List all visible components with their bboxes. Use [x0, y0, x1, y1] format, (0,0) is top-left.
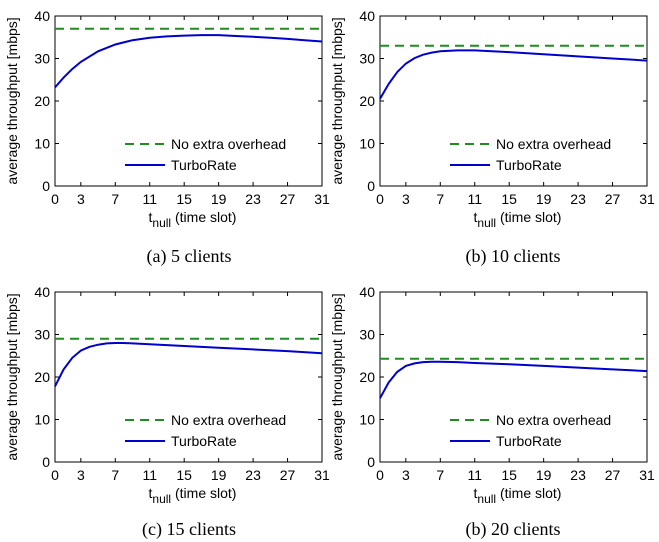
x-tick-label: 27	[605, 467, 621, 483]
x-tick-label: 23	[570, 191, 586, 207]
subplot-3: 0 10 20 30 40 0 3 7 11 15 19 23 27 31 No extra overhea…	[4, 284, 330, 540]
y-tick-label: 10	[359, 136, 375, 152]
legend-entry-turborate: TurboRate	[496, 157, 562, 173]
x-axis-label-subscript: null	[477, 216, 496, 230]
y-tick-label: 20	[359, 369, 375, 385]
y-tick-label: 10	[359, 412, 375, 428]
x-axis-label-main: t	[149, 209, 153, 225]
series-line-turborate	[379, 360, 648, 399]
y-tick-label: 0	[42, 178, 50, 194]
y-axis-label: average throughput [mbps]	[4, 17, 20, 184]
x-tick-label: 11	[467, 467, 482, 483]
x-tick-label: 15	[176, 467, 192, 483]
y-tick-label: 10	[34, 136, 50, 152]
x-tick-label: 3	[77, 191, 85, 207]
y-tick-label: 40	[359, 8, 375, 24]
y-axis-label: average throughput [mbps]	[329, 293, 345, 460]
y-tick-label: 30	[359, 327, 375, 343]
x-axis-label-subscript: null	[477, 492, 496, 506]
series-line-turborate	[54, 34, 323, 89]
x-tick-label: 3	[77, 467, 85, 483]
x-tick-label: 27	[280, 467, 296, 483]
y-tick-label: 40	[34, 8, 50, 24]
y-tick-label: 30	[34, 51, 50, 67]
legend-entry-turborate: TurboRate	[171, 433, 237, 449]
legend-entry-turborate: TurboRate	[496, 433, 562, 449]
x-tick-label: 31	[314, 191, 330, 207]
legend-entry-no-extra-overhead: No extra overhead	[171, 136, 286, 152]
x-tick-label: 15	[501, 467, 517, 483]
y-axis-label: average throughput [mbps]	[329, 17, 345, 184]
legend-entry-no-extra-overhead: No extra overhead	[496, 412, 611, 428]
subplot-caption: (b) 20 clients	[466, 519, 561, 540]
x-tick-label: 11	[142, 191, 157, 207]
x-axis-label-rest: (time slot)	[171, 485, 236, 501]
series-line-turborate	[379, 49, 648, 100]
x-tick-label: 15	[176, 191, 192, 207]
y-tick-label: 20	[359, 93, 375, 109]
y-tick-label: 20	[34, 369, 50, 385]
y-tick-label: 30	[359, 51, 375, 67]
x-axis-label-subscript: null	[152, 216, 171, 230]
x-tick-label: 23	[570, 467, 586, 483]
y-tick-label: 40	[34, 284, 50, 300]
series-line-turborate	[54, 342, 323, 387]
subplot-caption: (c) 15 clients	[142, 519, 236, 540]
y-tick-label: 0	[367, 454, 375, 470]
x-tick-label: 0	[51, 191, 59, 207]
x-axis-label: tnull (time slot)	[149, 485, 237, 506]
y-tick-label: 20	[34, 93, 50, 109]
x-axis-label: tnull (time slot)	[149, 209, 237, 230]
x-axis-label: tnull (time slot)	[474, 209, 562, 230]
x-tick-label: 31	[639, 191, 655, 207]
y-axis-label: average throughput [mbps]	[4, 293, 20, 460]
x-axis-label-main: t	[474, 485, 478, 501]
x-tick-label: 3	[402, 467, 410, 483]
legend-entry-turborate: TurboRate	[171, 157, 237, 173]
x-tick-label: 7	[436, 467, 444, 483]
x-tick-label: 19	[536, 191, 552, 207]
x-tick-label: 31	[314, 467, 330, 483]
x-tick-label: 27	[280, 191, 296, 207]
y-tick-label: 10	[34, 412, 50, 428]
y-tick-label: 30	[34, 327, 50, 343]
x-tick-label: 0	[51, 467, 59, 483]
y-tick-label: 0	[42, 454, 50, 470]
y-tick-label: 40	[359, 284, 375, 300]
x-tick-label: 7	[436, 191, 444, 207]
x-axis-label-rest: (time slot)	[171, 209, 236, 225]
subplot-caption: (b) 10 clients	[466, 246, 561, 267]
x-tick-label: 7	[111, 191, 119, 207]
x-axis-label-main: t	[474, 209, 478, 225]
x-tick-label: 19	[211, 191, 227, 207]
x-tick-label: 19	[211, 467, 227, 483]
x-tick-label: 19	[536, 467, 552, 483]
x-tick-label: 11	[467, 191, 482, 207]
x-tick-label: 11	[142, 467, 157, 483]
x-tick-label: 23	[245, 191, 261, 207]
x-tick-label: 23	[245, 467, 261, 483]
y-tick-label: 0	[367, 178, 375, 194]
x-axis-label-subscript: null	[152, 492, 171, 506]
x-tick-label: 31	[639, 467, 655, 483]
x-axis-label-rest: (time slot)	[496, 209, 561, 225]
subplot-2: 0 10 20 30 40 0 3 7 11 15 19 23 27 31 No extra overhea…	[329, 8, 655, 267]
x-tick-label: 15	[501, 191, 517, 207]
subplot-1: 0 10 20 30 40 0 3 7 11 15 19 23 27 31 No extra overhea…	[4, 8, 330, 267]
x-tick-label: 7	[111, 467, 119, 483]
subplot-4: 0 10 20 30 40 0 3 7 11 15 19 23 27 31 No extra overhea…	[329, 284, 655, 540]
x-axis-label-rest: (time slot)	[496, 485, 561, 501]
x-axis-label: tnull (time slot)	[474, 485, 562, 506]
x-tick-label: 27	[605, 191, 621, 207]
legend-entry-no-extra-overhead: No extra overhead	[496, 136, 611, 152]
x-tick-label: 3	[402, 191, 410, 207]
subplot-caption: (a) 5 clients	[147, 246, 232, 267]
x-tick-label: 0	[376, 191, 384, 207]
x-tick-label: 0	[376, 467, 384, 483]
x-axis-label-main: t	[149, 485, 153, 501]
legend-entry-no-extra-overhead: No extra overhead	[171, 412, 286, 428]
